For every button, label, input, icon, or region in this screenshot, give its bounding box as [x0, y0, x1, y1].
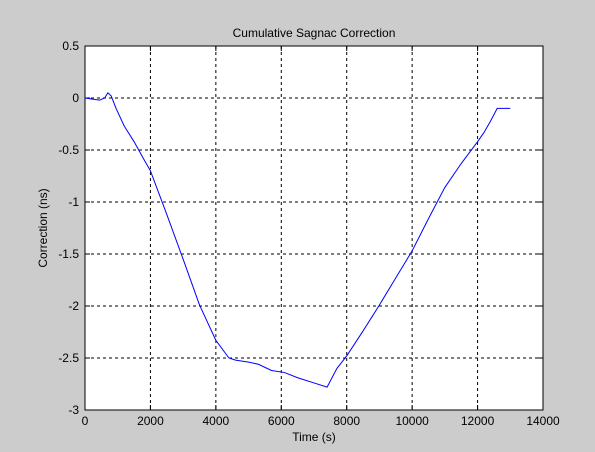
- axis-ticks: [84, 45, 544, 411]
- x-tick-label: 8000: [333, 414, 360, 428]
- x-tick-label: 12000: [461, 414, 495, 428]
- x-tick-label: 6000: [268, 414, 295, 428]
- y-tick-label: -0.5: [58, 143, 79, 157]
- x-tick-label: 2000: [137, 414, 164, 428]
- plot-frame: [84, 45, 544, 411]
- chart-title: Cumulative Sagnac Correction: [233, 26, 396, 40]
- x-axis-label: Time (s): [292, 430, 336, 444]
- tick-labels: 0 2000 4000 6000 8000 10000 12000 14000 0.5 0 -0.5…: [58, 39, 560, 428]
- y-tick-label: 0.5: [62, 39, 79, 53]
- x-tick-label: 14000: [526, 414, 560, 428]
- plot-area: [85, 46, 543, 410]
- x-tick-label: 10000: [395, 414, 429, 428]
- correction-series-line: [84, 92, 511, 388]
- y-axis-label: Correction (ns): [36, 188, 50, 267]
- y-tick-label: -3: [68, 403, 79, 417]
- y-tick-label: -1.5: [58, 247, 79, 261]
- grid-lines: [85, 46, 543, 410]
- x-tick-label: 4000: [203, 414, 230, 428]
- y-tick-label: -1: [68, 195, 79, 209]
- y-tick-label: -2: [68, 299, 79, 313]
- y-tick-label: 0: [72, 91, 79, 105]
- x-tick-label: 0: [82, 414, 89, 428]
- y-tick-label: -2.5: [58, 351, 79, 365]
